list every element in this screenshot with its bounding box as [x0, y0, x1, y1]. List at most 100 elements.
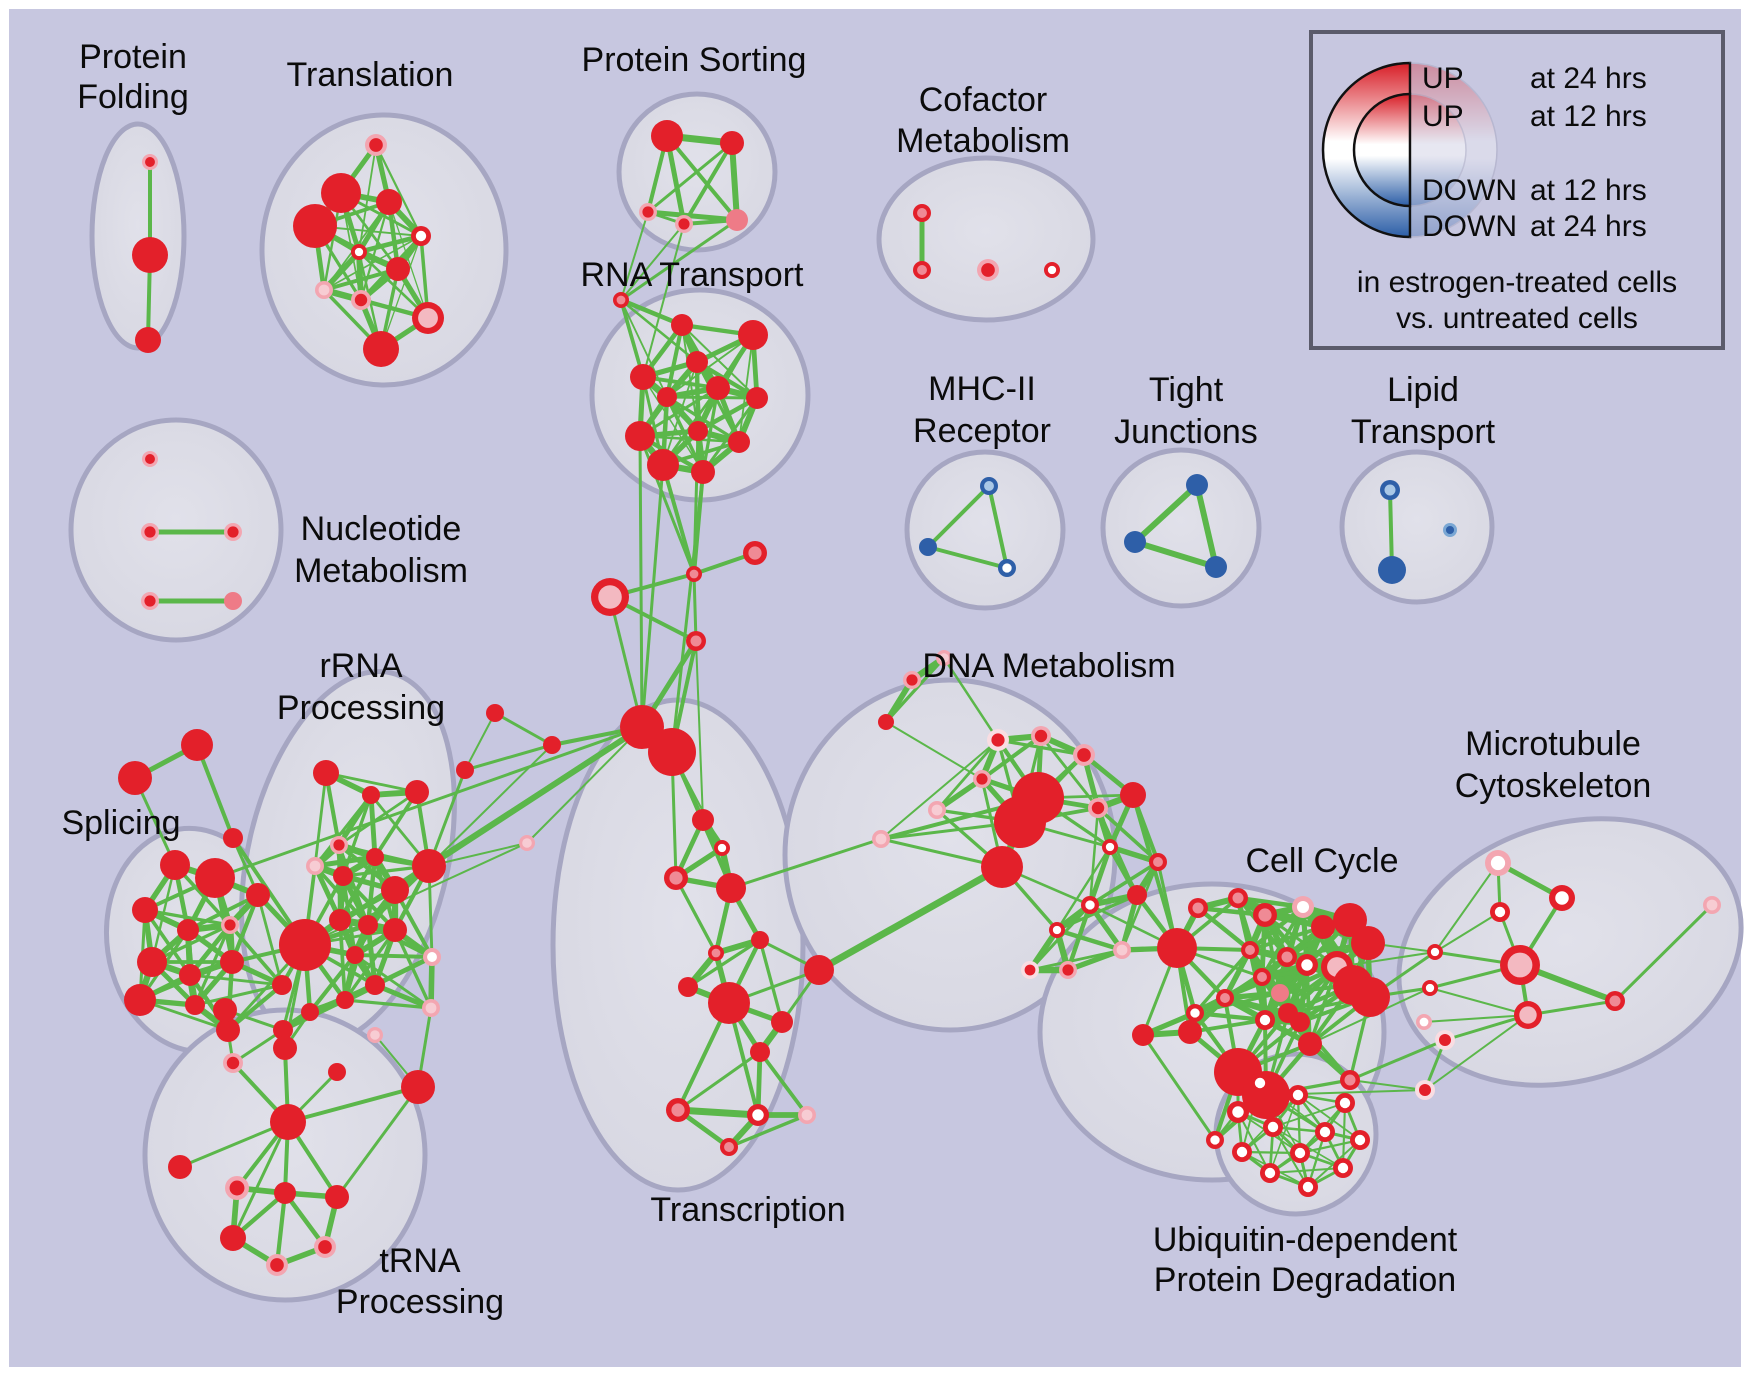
node: [1485, 850, 1511, 876]
edge: [493, 711, 554, 747]
node: [1292, 896, 1314, 918]
cluster-label-line: Metabolism: [294, 552, 468, 590]
node: [293, 204, 337, 248]
node: [1416, 1014, 1432, 1030]
node: [336, 991, 354, 1009]
cluster-label-line: Folding: [77, 78, 189, 116]
node: [1120, 782, 1146, 808]
node-outer-ring: [1178, 1020, 1202, 1044]
node-outer-ring: [726, 209, 748, 231]
node: [751, 931, 769, 949]
node: [903, 671, 921, 689]
node: [405, 780, 429, 804]
cluster-label-splicing: Splicing: [61, 804, 180, 842]
edge: [738, 334, 754, 443]
node-outer-ring: [386, 257, 410, 281]
node-inner-core: [1354, 1134, 1366, 1146]
edge: [880, 739, 999, 840]
node: [1227, 1101, 1249, 1123]
node-inner-core: [717, 843, 727, 853]
edge: [1088, 860, 1160, 907]
node: [1422, 980, 1438, 996]
node-outer-ring: [213, 998, 237, 1022]
node: [1340, 1070, 1360, 1090]
node: [221, 916, 239, 934]
legend-direction-label: DOWN: [1422, 174, 1517, 207]
node-outer-ring: [412, 849, 446, 883]
edge: [282, 1190, 328, 1250]
node-inner-core: [1105, 842, 1115, 852]
edge: [676, 1050, 762, 1112]
node: [1241, 941, 1259, 959]
edge: [608, 595, 644, 729]
node: [220, 1225, 246, 1251]
edge: [464, 712, 496, 771]
legend-inner-right-half: [1409, 93, 1467, 207]
node-inner-core: [1339, 1097, 1351, 1109]
edge: [1132, 482, 1200, 545]
node: [367, 1027, 383, 1043]
node-outer-ring: [177, 919, 199, 941]
node-outer-ring: [688, 421, 708, 441]
node-outer-ring: [405, 780, 429, 804]
edge: [1298, 1138, 1362, 1155]
node-inner-core: [1519, 1006, 1537, 1024]
edge: [373, 790, 419, 859]
edge: [1272, 1102, 1346, 1128]
node: [1081, 896, 1099, 914]
node-outer-ring: [1127, 885, 1147, 905]
node: [1335, 1093, 1355, 1113]
node-outer-ring: [1311, 915, 1335, 939]
node: [362, 786, 380, 804]
node-outer-ring: [1132, 1024, 1154, 1046]
node: [1232, 1142, 1252, 1162]
node: [651, 120, 683, 152]
node: [1380, 480, 1400, 500]
node: [137, 947, 167, 977]
node-outer-ring: [1186, 474, 1208, 496]
cluster-label-protein-sorting: Protein Sorting: [582, 41, 807, 79]
node: [1149, 853, 1167, 871]
node-outer-ring: [686, 351, 708, 373]
cluster-tight-junctions: [1100, 447, 1262, 609]
node: [363, 331, 399, 367]
edge: [681, 324, 758, 399]
edge: [463, 743, 554, 772]
edge: [729, 837, 883, 890]
node: [346, 946, 364, 964]
cluster-label-line: Cofactor: [919, 81, 1048, 119]
cluster-cofactor-metabolism: [876, 155, 1096, 323]
edge: [729, 140, 740, 223]
node-outer-ring: [363, 331, 399, 367]
edge: [1336, 951, 1436, 968]
node: [1228, 888, 1248, 908]
node: [613, 292, 629, 308]
edge: [727, 1113, 809, 1149]
node-inner-core: [1232, 892, 1244, 904]
node-inner-core: [1439, 1034, 1451, 1046]
node-outer-ring: [185, 995, 205, 1015]
cluster-label-line: Translation: [287, 56, 454, 94]
edge: [926, 545, 1009, 570]
edge: [664, 322, 685, 400]
cluster-label-mhc-ii-receptor: MHC-II Receptor: [913, 370, 1051, 450]
node-inner-core: [981, 263, 995, 277]
node: [998, 559, 1016, 577]
node-inner-core: [598, 585, 622, 609]
node-inner-core: [226, 1056, 240, 1070]
node-outer-ring: [543, 736, 561, 754]
edge: [178, 1120, 290, 1169]
cluster-label-tight-junctions: Tight Junctions: [1114, 371, 1258, 451]
node: [386, 257, 410, 281]
legend-inner-left-half: [1352, 92, 1412, 208]
node: [878, 714, 894, 730]
node: [657, 387, 677, 407]
node: [692, 809, 714, 831]
edge: [692, 572, 698, 643]
cluster-label-line: Nucleotide: [301, 510, 462, 548]
node-inner-core: [906, 674, 918, 686]
node-inner-core: [1419, 1017, 1429, 1027]
node: [708, 982, 750, 1024]
edge: [365, 854, 378, 928]
